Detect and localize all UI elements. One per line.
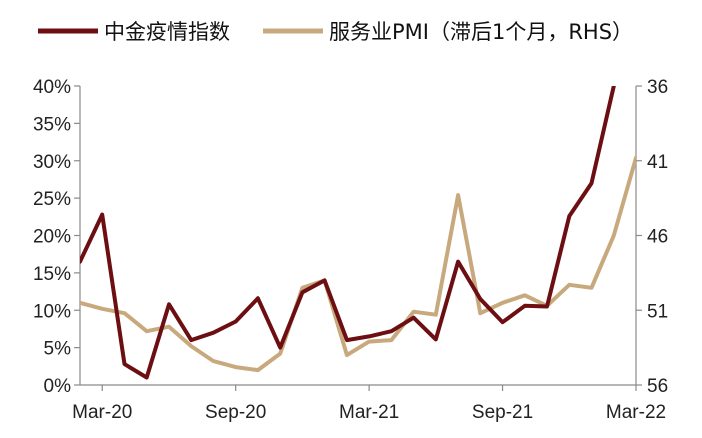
- left-axis-tick-label: 10%: [33, 301, 71, 322]
- left-axis-tick-labels: 0% 5% 10% 15% 20% 25% 30% 35% 40%: [33, 77, 80, 397]
- right-axis-tick-label: 51: [647, 301, 668, 322]
- right-axis-tick-label: 36: [647, 77, 668, 98]
- left-axis-tick-label: 20%: [33, 227, 71, 248]
- x-axis-tick-label: Sep-20: [205, 402, 266, 423]
- left-axis-tick-label: 30%: [33, 152, 71, 173]
- legend-item-services-pmi: 服务业PMI（滞后1个月，RHS）: [263, 20, 633, 44]
- legend-label: 中金疫情指数: [104, 20, 230, 44]
- right-axis-tick-labels: 36 41 46 51 56: [636, 77, 668, 397]
- x-axis-tick-label: Mar-22: [606, 402, 666, 423]
- x-axis-tick-label: Mar-21: [339, 402, 399, 423]
- legend-label: 服务业PMI（滞后1个月，RHS）: [329, 20, 633, 44]
- series-line-epidemic-index: [80, 86, 616, 380]
- x-axis-tick-label: Sep-21: [472, 402, 533, 423]
- left-axis-tick-label: 5%: [44, 339, 72, 360]
- x-axis-tick-labels: Mar-20 Sep-20 Mar-21 Sep-21 Mar-22: [72, 385, 666, 423]
- left-axis-tick-label: 15%: [33, 264, 71, 285]
- left-axis-tick-label: 40%: [33, 77, 71, 98]
- x-axis-tick-label: Mar-20: [72, 402, 132, 423]
- series-line-services-pmi: [80, 155, 636, 373]
- left-axis-tick-label: 25%: [33, 189, 71, 210]
- left-axis-tick-label: 35%: [33, 114, 71, 135]
- legend-item-epidemic-index: 中金疫情指数: [38, 20, 230, 44]
- right-axis-tick-label: 46: [647, 227, 668, 248]
- right-axis-tick-label: 56: [647, 376, 668, 397]
- right-axis-tick-label: 41: [647, 152, 668, 173]
- legend: 中金疫情指数 服务业PMI（滞后1个月，RHS）: [38, 20, 633, 44]
- left-axis-tick-label: 0%: [44, 376, 72, 397]
- series-layer: [80, 86, 636, 380]
